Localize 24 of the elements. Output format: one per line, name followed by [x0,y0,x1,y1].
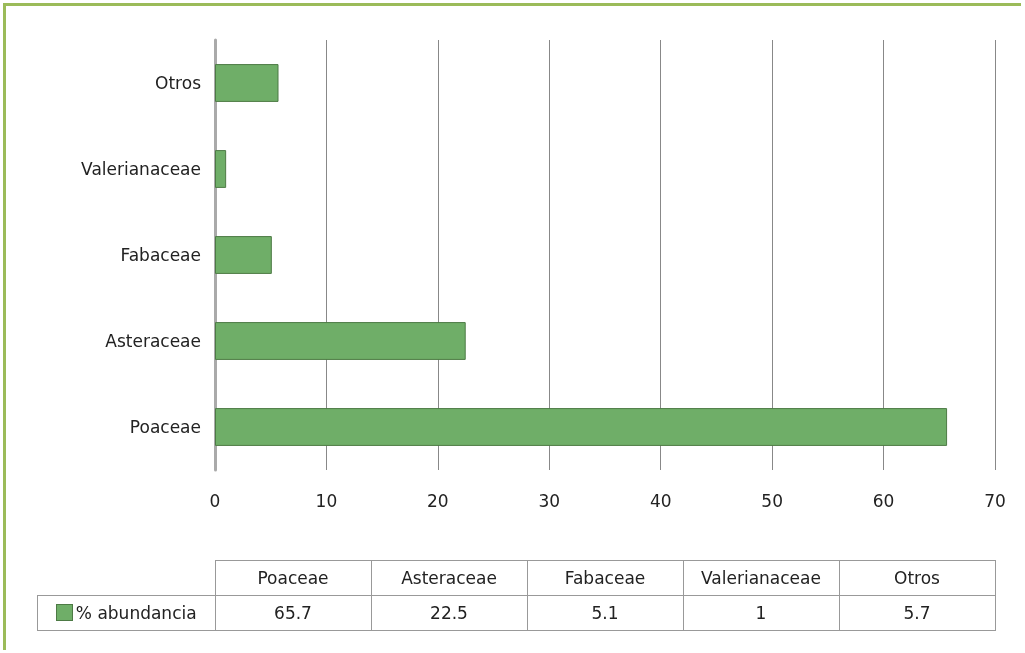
x-tick-label: 60 [872,490,895,511]
category-label: Valerianaceae [683,560,839,596]
y-tick-label: Fabaceae [120,245,201,265]
x-tick-label: 70 [984,490,1006,511]
data-label: 5.7 [839,595,995,631]
y-tick-label: Poaceae [129,417,201,437]
y-tick-label: Valerianaceae [81,159,201,179]
data-label: 65.7 [215,595,371,631]
x-tick-label: 50 [761,490,783,511]
category-label: Otros [839,560,995,596]
x-tick-label: 30 [538,490,561,511]
data-label: 1 [683,595,839,631]
x-tick-label: 0 [209,490,221,511]
data-label: 22.5 [371,595,527,631]
x-tick-label: 10 [315,490,338,511]
x-tick-label: 20 [427,490,449,511]
x-tick-label: 40 [649,490,672,511]
category-label: Asteraceae [371,560,527,596]
y-tick-label: Asteraceae [105,331,201,351]
legend-label: % abundancia [37,595,215,631]
category-label: Poaceae [215,560,371,596]
category-label: Fabaceae [527,560,683,596]
y-tick-label: Otros [155,73,202,93]
data-label: 5.1 [527,595,683,631]
